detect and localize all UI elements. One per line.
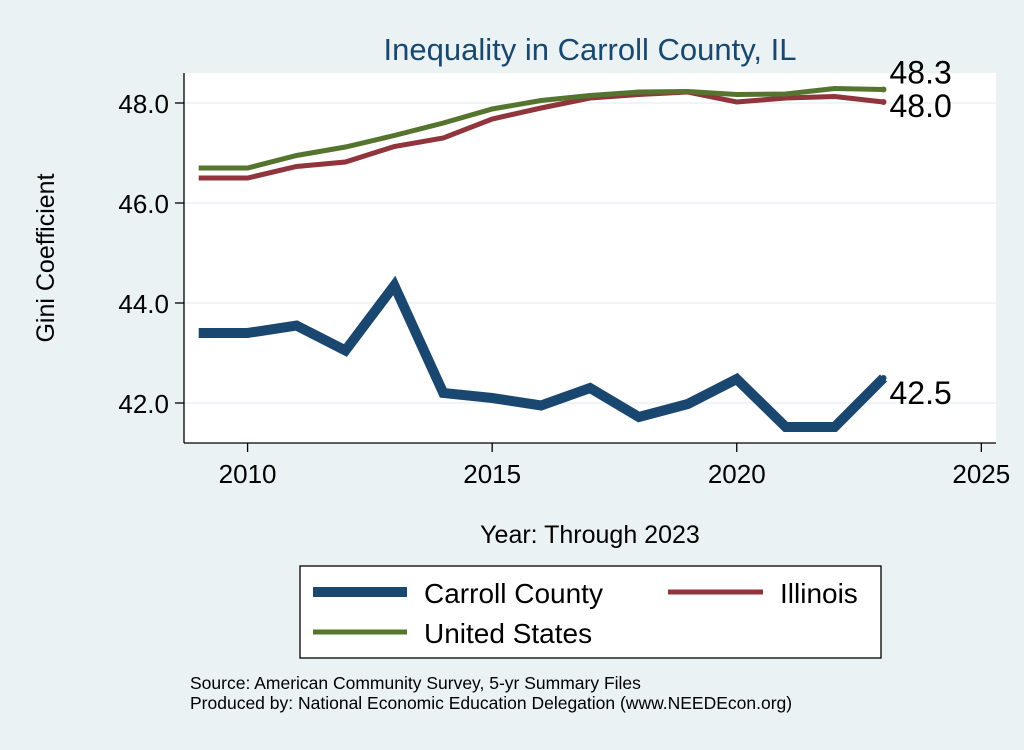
legend-label-united-states: United States	[424, 618, 592, 649]
series-end-marker-carroll-county	[880, 375, 886, 381]
legend-label-carroll-county: Carroll County	[424, 578, 603, 609]
legend-label-illinois: Illinois	[780, 578, 858, 609]
series-end-marker-united-states	[880, 87, 886, 93]
y-tick-label: 44.0	[118, 289, 169, 319]
producer-note: Produced by: National Economic Education…	[190, 693, 792, 713]
y-tick-label: 48.0	[118, 89, 169, 119]
chart-title: Inequality in Carroll County, IL	[384, 32, 797, 67]
end-label-carroll-county: 42.5	[889, 375, 951, 411]
chart-svg: 42.0 44.0 46.0 48.0 2010 2015 2020 2025 42.5 48…	[0, 0, 1024, 745]
x-tick-label: 2025	[952, 459, 1010, 489]
y-axis-title: Gini Coefficient	[32, 173, 60, 342]
chart-container: 42.0 44.0 46.0 48.0 2010 2015 2020 2025 42.5 48…	[0, 0, 1024, 745]
y-axis-ticks: 42.0 44.0 46.0 48.0	[118, 89, 184, 419]
x-tick-label: 2015	[463, 459, 521, 489]
end-label-united-states: 48.3	[889, 55, 951, 91]
y-tick-label: 42.0	[118, 389, 169, 419]
legend: Carroll County Illinois United States	[300, 566, 881, 658]
source-note: Source: American Community Survey, 5-yr …	[190, 673, 641, 693]
x-tick-label: 2010	[219, 459, 277, 489]
end-label-illinois: 48.0	[889, 88, 951, 124]
x-tick-label: 2020	[708, 459, 766, 489]
x-axis-ticks: 2010 2015 2020 2025	[219, 443, 1011, 489]
series-end-marker-illinois	[880, 99, 886, 105]
y-tick-label: 46.0	[118, 189, 169, 219]
x-axis-title: Year: Through 2023	[480, 521, 700, 549]
